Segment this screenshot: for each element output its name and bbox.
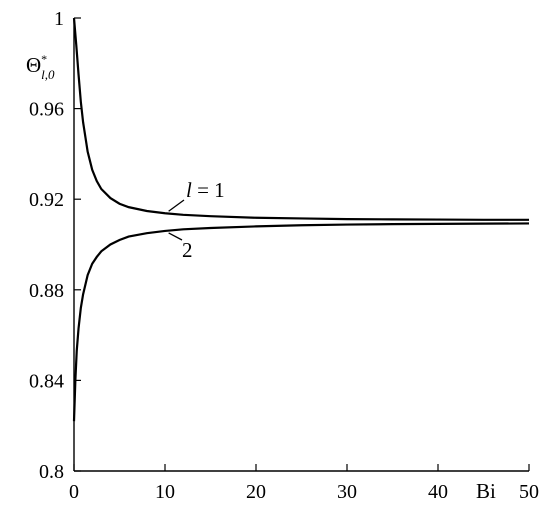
series-2-leader (168, 232, 183, 241)
x-tick-label: 10 (155, 481, 175, 503)
x-tick-label: 20 (246, 481, 266, 503)
y-tick-label: 0.84 (29, 370, 64, 392)
y-tick-label: 0.88 (29, 280, 64, 302)
y-axis-label-sub: l,0 (41, 67, 55, 82)
y-axis-label: Θ* l,0 (26, 52, 55, 82)
y-axis-label-base: Θ (26, 53, 41, 77)
y-tick-label: 0.92 (29, 189, 64, 211)
y-tick-label: 0.96 (29, 99, 64, 121)
x-axis-label: Bi (476, 479, 496, 503)
series-line-1 (72, 17, 529, 221)
series-1-label-var: l (186, 178, 192, 202)
series-line-2 (72, 222, 530, 422)
labels: Bi Θ* l,0 l = 1 2 (26, 52, 496, 503)
x-tick-label: 0 (69, 481, 79, 503)
x-tick-label: 40 (428, 481, 448, 503)
x-tick-label: 30 (337, 481, 357, 503)
series-1-label-rest: = 1 (192, 178, 225, 202)
y-tick-label: 1 (54, 8, 64, 30)
series-2-label: 2 (182, 238, 193, 262)
series-1-leader (168, 199, 185, 212)
x-tick-label: 50 (519, 481, 539, 503)
series-1-label: l = 1 (186, 178, 225, 202)
curves (72, 17, 530, 422)
y-tick-label: 0.8 (39, 461, 64, 483)
y-axis-label-sup: * (41, 52, 47, 66)
